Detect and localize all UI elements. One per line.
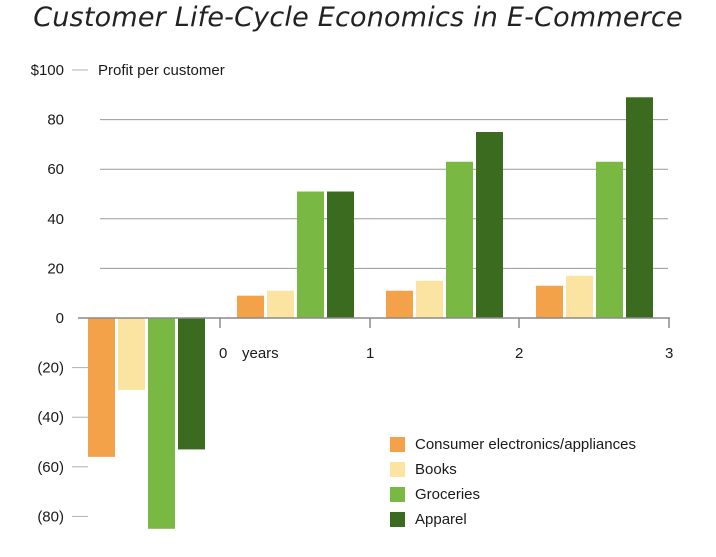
x-tick-label: 1	[366, 345, 374, 362]
bar	[267, 290, 294, 318]
chart-title: Customer Life-Cycle Economics in E-Comme…	[33, 2, 683, 33]
legend-label: Consumer electronics/appliances	[415, 436, 636, 453]
bar	[297, 191, 324, 318]
bar	[178, 318, 205, 450]
y-tick-label: 60	[47, 161, 64, 178]
y-tick-label: 20	[47, 260, 64, 277]
legend-label: Books	[415, 461, 457, 478]
y-tick-label: 80	[47, 112, 64, 129]
bar	[626, 97, 653, 318]
bar	[536, 285, 563, 318]
x-tick-label: 3	[665, 345, 673, 362]
x-tick-label: 0	[219, 345, 227, 362]
bar	[386, 290, 413, 318]
legend-swatch	[390, 437, 405, 452]
bar	[476, 132, 503, 318]
y-tick-label: (40)	[37, 409, 64, 426]
legend-swatch	[390, 512, 405, 527]
legend-label: Groceries	[415, 486, 480, 503]
bar	[566, 275, 593, 318]
y-axis-title: Profit per customer	[98, 62, 225, 79]
legend-label: Apparel	[415, 511, 467, 528]
x-tick-label: 2	[515, 345, 523, 362]
y-tick-label: 0	[56, 310, 64, 327]
bar	[416, 280, 443, 318]
bar	[446, 161, 473, 318]
bar	[148, 318, 175, 529]
legend-swatch	[390, 462, 405, 477]
bar	[88, 318, 115, 457]
bar	[237, 295, 264, 318]
x-axis-title: years	[242, 345, 279, 362]
bar	[596, 161, 623, 318]
y-tick-label: $100	[31, 62, 64, 79]
bar	[118, 318, 145, 390]
bar	[327, 191, 354, 318]
y-tick-label: (60)	[37, 459, 64, 476]
y-tick-label: 40	[47, 211, 64, 228]
legend-swatch	[390, 487, 405, 502]
y-tick-label: (80)	[37, 508, 64, 525]
y-tick-label: (20)	[37, 360, 64, 377]
